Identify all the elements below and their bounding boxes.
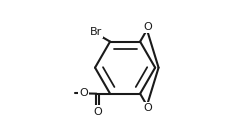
Text: O: O bbox=[93, 107, 102, 117]
Text: Br: Br bbox=[90, 27, 102, 37]
Text: O: O bbox=[80, 88, 88, 98]
Text: O: O bbox=[144, 22, 152, 32]
Text: O: O bbox=[144, 103, 152, 113]
